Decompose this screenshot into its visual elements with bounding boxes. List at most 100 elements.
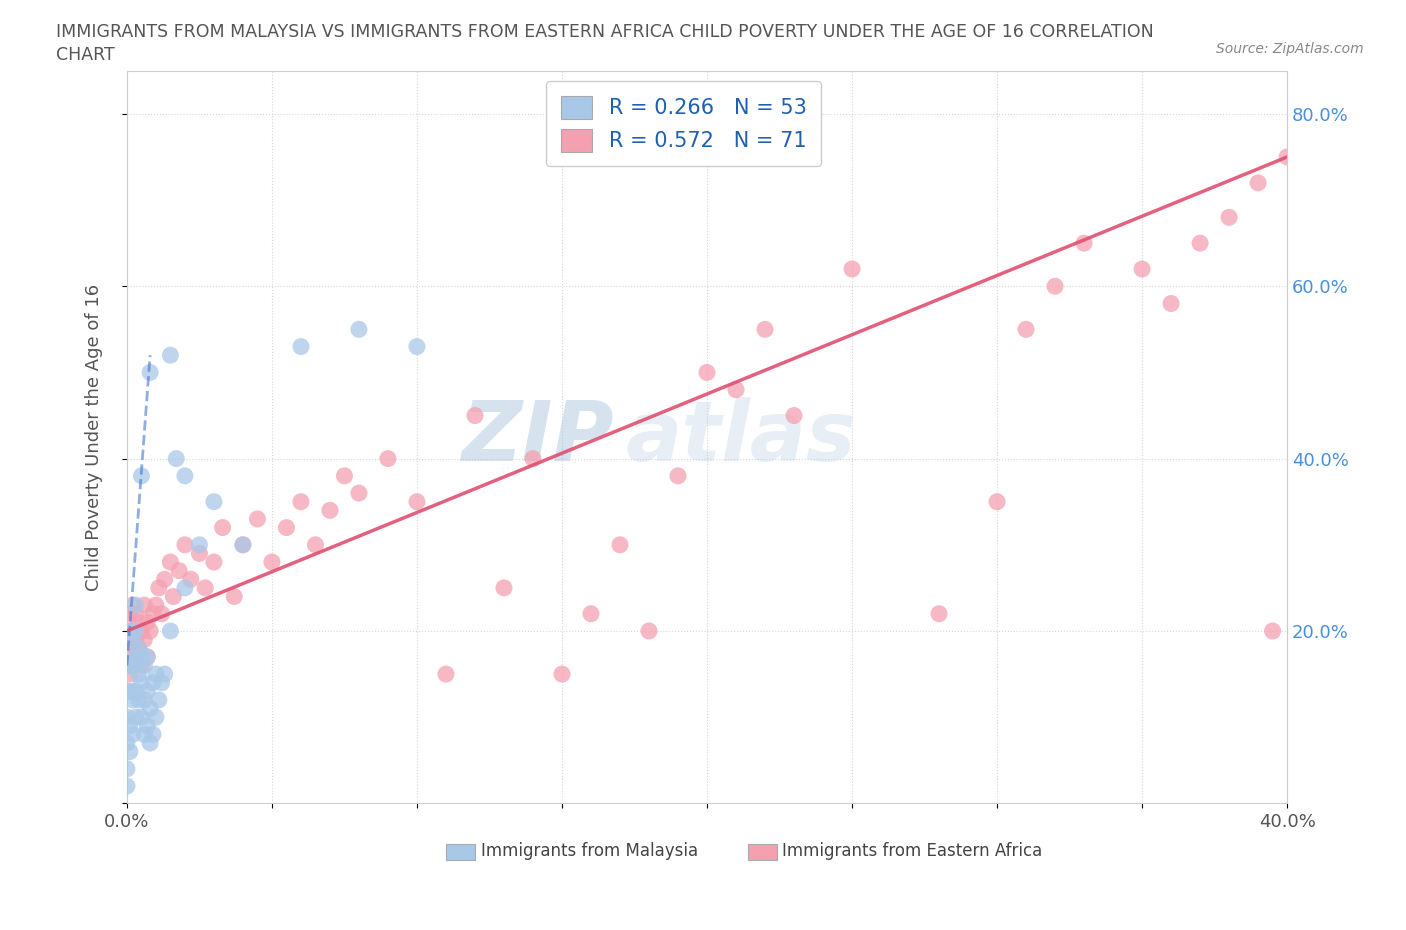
Point (118, 684, 141, 698)
Text: IMMIGRANTS FROM MALAYSIA VS IMMIGRANTS FROM EASTERN AFRICA CHILD POVERTY UNDER T: IMMIGRANTS FROM MALAYSIA VS IMMIGRANTS F… (56, 23, 1154, 41)
Point (290, 339, 312, 354)
Point (131, 623, 153, 638)
Point (434, 667, 457, 682)
Point (134, 598, 156, 613)
Point (142, 606, 165, 621)
Point (139, 736, 162, 751)
Point (841, 261, 863, 276)
Legend: R = 0.266   N = 53, R = 0.572   N = 71: R = 0.266 N = 53, R = 0.572 N = 71 (547, 81, 821, 166)
Text: Immigrants from Eastern Africa: Immigrants from Eastern Africa (782, 842, 1043, 860)
Point (136, 649, 159, 664)
Point (928, 606, 950, 621)
Point (115, 710, 138, 724)
Point (333, 469, 356, 484)
Point (202, 494, 225, 509)
Point (124, 632, 146, 647)
Point (492, 580, 515, 595)
Point (153, 667, 176, 682)
Point (1218, 210, 1240, 225)
Point (1160, 296, 1182, 311)
Point (121, 658, 143, 673)
Point (1015, 322, 1038, 337)
Point (406, 339, 429, 354)
Point (124, 623, 146, 638)
Point (142, 675, 165, 690)
Point (134, 727, 156, 742)
Text: Source: ZipAtlas.com: Source: ZipAtlas.com (1216, 42, 1364, 56)
Point (124, 598, 146, 613)
Point (724, 382, 747, 397)
Point (211, 520, 233, 535)
Point (1189, 235, 1212, 250)
Point (174, 538, 197, 552)
Text: atlas: atlas (626, 396, 856, 478)
Point (464, 408, 486, 423)
Point (115, 623, 138, 638)
Point (162, 589, 184, 604)
Point (124, 606, 146, 621)
Point (134, 658, 156, 673)
Point (121, 649, 143, 664)
Point (180, 572, 202, 587)
Point (167, 564, 190, 578)
Point (1073, 235, 1095, 250)
Point (377, 451, 399, 466)
Point (128, 693, 150, 708)
Y-axis label: Child Poverty Under the Age of 16: Child Poverty Under the Age of 16 (86, 284, 103, 591)
Point (115, 658, 138, 673)
Point (188, 546, 211, 561)
Point (142, 727, 165, 742)
Point (118, 744, 141, 759)
Point (128, 641, 150, 656)
Point (136, 615, 159, 630)
Point (406, 494, 429, 509)
Point (124, 710, 146, 724)
Point (696, 365, 718, 379)
Text: ZIP: ZIP (461, 396, 614, 478)
Point (202, 554, 225, 569)
Point (165, 451, 187, 466)
Point (150, 606, 173, 621)
Point (136, 718, 159, 733)
Point (232, 538, 254, 552)
Point (134, 632, 156, 647)
Text: Immigrants from Malaysia: Immigrants from Malaysia (481, 842, 697, 860)
Point (638, 623, 661, 638)
Point (128, 667, 150, 682)
Point (260, 554, 283, 569)
Point (194, 580, 217, 595)
Point (115, 778, 138, 793)
Point (118, 658, 141, 673)
Point (145, 598, 167, 613)
Point (139, 623, 162, 638)
Point (159, 623, 181, 638)
Point (150, 675, 173, 690)
Point (246, 512, 269, 526)
FancyBboxPatch shape (446, 844, 475, 860)
Point (131, 710, 153, 724)
Point (304, 538, 326, 552)
Point (347, 322, 370, 337)
Point (783, 408, 806, 423)
Point (136, 649, 159, 664)
Point (174, 580, 197, 595)
Point (124, 684, 146, 698)
Point (121, 727, 143, 742)
Point (174, 469, 197, 484)
Point (145, 710, 167, 724)
Point (139, 701, 162, 716)
Point (121, 623, 143, 638)
Point (148, 693, 170, 708)
Point (986, 494, 1008, 509)
FancyBboxPatch shape (748, 844, 776, 860)
Point (131, 675, 153, 690)
Point (134, 693, 156, 708)
Point (121, 632, 143, 647)
Point (522, 451, 544, 466)
Point (290, 494, 312, 509)
Point (1275, 150, 1298, 165)
Point (145, 667, 167, 682)
Point (347, 485, 370, 500)
Point (115, 762, 138, 777)
Point (131, 658, 153, 673)
